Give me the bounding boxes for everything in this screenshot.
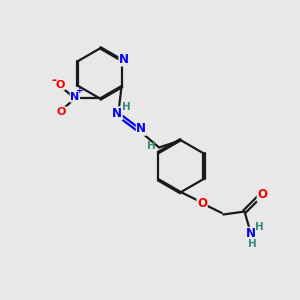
- Text: H: H: [147, 141, 156, 151]
- Text: O: O: [57, 107, 66, 117]
- Text: N: N: [70, 92, 80, 102]
- Text: O: O: [56, 80, 65, 90]
- Text: N: N: [119, 53, 129, 66]
- Text: H: H: [255, 222, 264, 233]
- Text: -: -: [51, 74, 56, 87]
- Text: N: N: [136, 122, 146, 135]
- Text: +: +: [76, 86, 84, 95]
- Text: N: N: [245, 227, 255, 240]
- Text: H: H: [122, 102, 131, 112]
- Text: O: O: [197, 197, 207, 210]
- Text: O: O: [257, 188, 267, 201]
- Text: N: N: [112, 107, 122, 120]
- Text: H: H: [248, 239, 257, 249]
